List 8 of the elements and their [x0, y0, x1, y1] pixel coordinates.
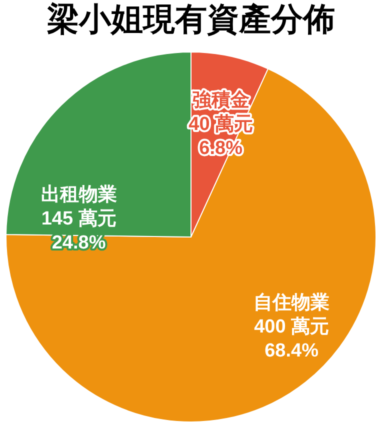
slice-label: 自住物業: [254, 292, 330, 314]
text: 24.8%: [52, 232, 106, 254]
slice-label: 出租物業: [40, 183, 117, 206]
text: 68.4%: [264, 340, 319, 362]
chart-title: 梁小姐現有資產分佈: [47, 0, 335, 38]
data-label: 145 萬元: [41, 207, 116, 230]
slice-label: 強積金: [192, 89, 250, 112]
data-label: 400 萬元: [254, 315, 330, 338]
